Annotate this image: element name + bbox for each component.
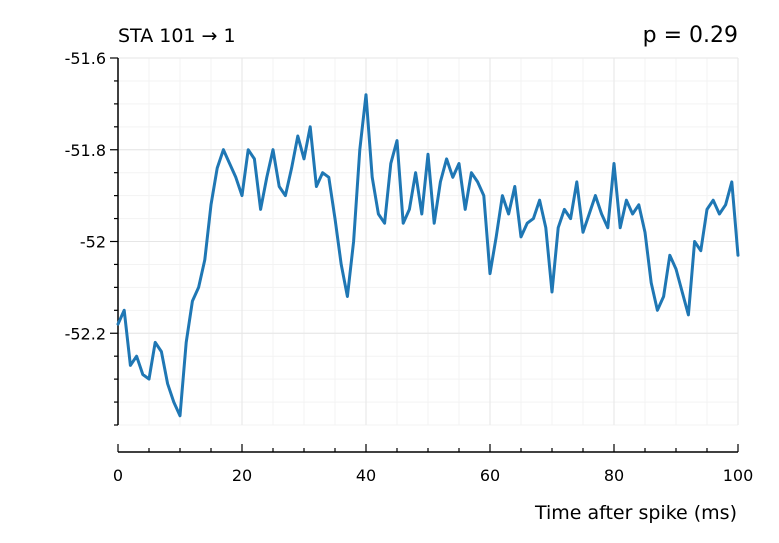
- x-tick-label: 100: [723, 466, 754, 485]
- x-axis-label: Time after spike (ms): [534, 502, 737, 524]
- x-tick-label: 0: [113, 466, 123, 485]
- x-tick-label: 60: [480, 466, 500, 485]
- series-layer: [116, 93, 740, 418]
- chart-title: STA 101 → 1: [118, 25, 236, 47]
- axes: -51.6 -51.8 -52 -52.2 0 20 40 60 80 100: [65, 49, 754, 485]
- y-tick-label: -52: [80, 233, 106, 252]
- x-tick-label: 80: [604, 466, 624, 485]
- y-tick-label: -51.8: [65, 141, 106, 160]
- series-line: [116, 93, 740, 418]
- y-tick-label: -51.6: [65, 49, 106, 68]
- p-value-label: p = 0.29: [643, 23, 738, 48]
- x-tick-label: 20: [232, 466, 252, 485]
- x-tick-label: 40: [356, 466, 376, 485]
- y-tick-label: -52.2: [65, 324, 106, 343]
